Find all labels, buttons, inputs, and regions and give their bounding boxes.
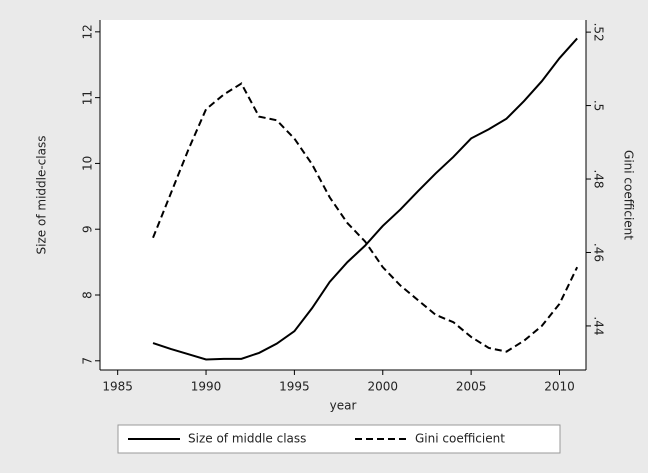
- x-tick-label: 2000: [367, 380, 398, 394]
- x-tick-label: 1985: [102, 380, 133, 394]
- y2-axis-title: Gini coefficient: [622, 150, 636, 240]
- legend-box: [117, 424, 561, 454]
- y-tick-label: 10: [81, 156, 95, 171]
- x-tick-label: 1990: [191, 380, 222, 394]
- plot-area: [100, 20, 586, 370]
- y2-tick-label: .46: [592, 243, 606, 262]
- y-tick-label: 11: [81, 90, 95, 105]
- series-line: [152, 37, 578, 361]
- y-tick-label: 8: [81, 291, 95, 299]
- x-tick-label: 2005: [456, 380, 487, 394]
- y2-tick-label: .48: [592, 169, 606, 188]
- series-line: [152, 82, 579, 353]
- y-axis-title: Size of middle-class: [35, 136, 49, 255]
- y2-tick-label: .44: [592, 316, 606, 335]
- legend-label: Gini coefficient: [415, 432, 505, 446]
- legend-label: Size of middle class: [188, 432, 306, 446]
- y-tick-label: 12: [81, 24, 95, 39]
- y2-tick-label: .52: [592, 23, 606, 42]
- x-tick-label: 2010: [544, 380, 575, 394]
- x-tick-label: 1995: [279, 380, 310, 394]
- x-axis-title: year: [330, 399, 357, 413]
- y-tick-label: 9: [81, 225, 95, 233]
- y2-tick-label: .5: [592, 100, 606, 111]
- y-tick-label: 7: [81, 357, 95, 365]
